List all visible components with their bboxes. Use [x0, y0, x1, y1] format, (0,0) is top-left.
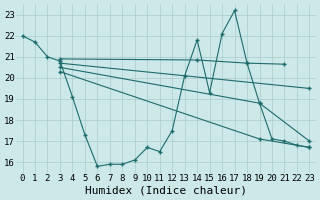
X-axis label: Humidex (Indice chaleur): Humidex (Indice chaleur) — [85, 186, 247, 196]
